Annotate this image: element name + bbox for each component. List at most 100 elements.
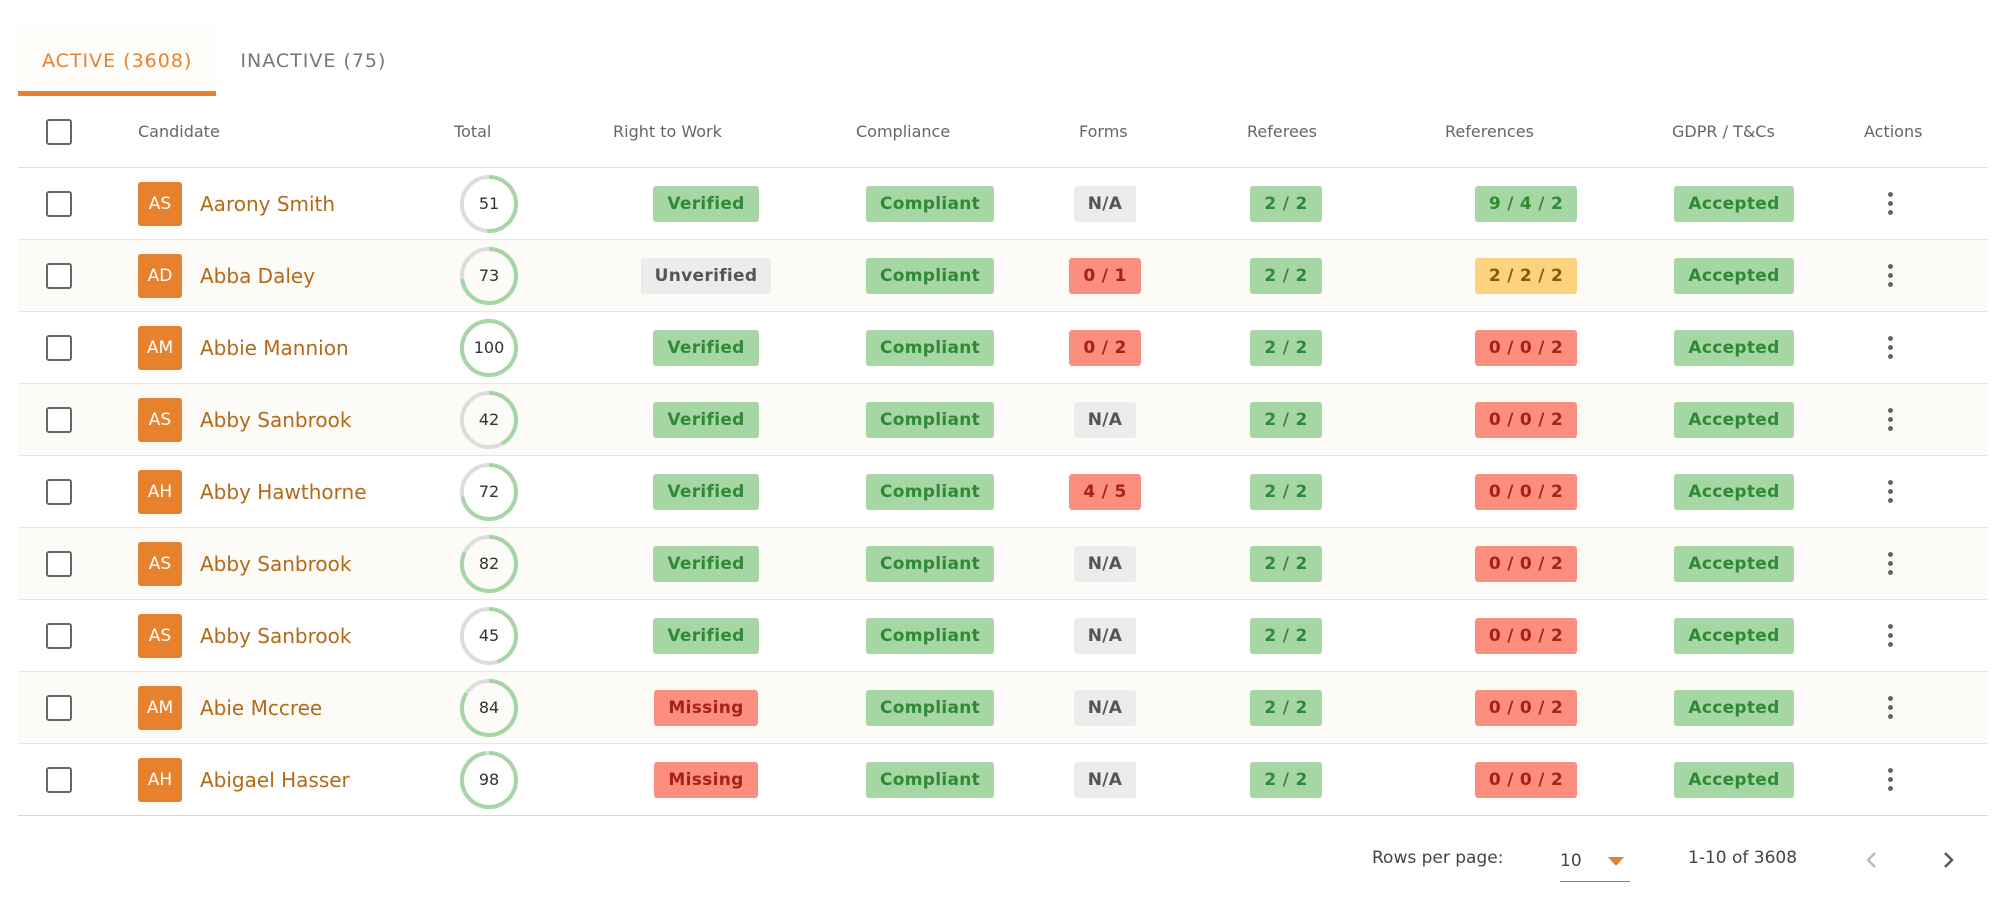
references-badge[interactable]: 9 / 4 / 2 [1474, 185, 1578, 222]
compliance-badge[interactable]: Compliant [865, 185, 995, 222]
forms-badge[interactable]: N/A [1073, 761, 1137, 798]
references-badge[interactable]: 0 / 0 / 2 [1474, 329, 1578, 366]
prev-page-button[interactable] [1854, 842, 1890, 878]
right-to-work-badge[interactable]: Verified [653, 185, 759, 222]
forms-badge[interactable]: N/A [1073, 185, 1137, 222]
row-checkbox[interactable] [46, 694, 72, 721]
forms-badge[interactable]: N/A [1073, 545, 1137, 582]
gdpr-badge[interactable]: Accepted [1674, 401, 1794, 438]
gdpr-badge[interactable]: Accepted [1674, 545, 1794, 582]
gdpr-badge[interactable]: Accepted [1674, 689, 1794, 726]
right-to-work-badge[interactable]: Unverified [640, 257, 772, 294]
row-checkbox[interactable] [46, 262, 72, 289]
referees-badge[interactable]: 2 / 2 [1250, 401, 1322, 438]
more-actions-icon[interactable] [1876, 474, 1904, 510]
candidate-name-link[interactable]: Abby Sanbrook [200, 407, 352, 432]
candidate-name-link[interactable]: Abigael Hasser [200, 767, 350, 792]
right-to-work-badge[interactable]: Verified [653, 617, 759, 654]
table-row[interactable]: AS Abby Sanbrook 45 Verified Compliant N… [18, 600, 1988, 672]
more-actions-icon[interactable] [1876, 330, 1904, 366]
forms-badge[interactable]: N/A [1073, 617, 1137, 654]
table-row[interactable]: AH Abigael Hasser 98 Missing Compliant N… [18, 744, 1988, 816]
header-forms[interactable]: Forms [1079, 122, 1128, 141]
more-actions-icon[interactable] [1876, 186, 1904, 222]
compliance-badge[interactable]: Compliant [865, 689, 995, 726]
candidate-name-link[interactable]: Abby Hawthorne [200, 479, 367, 504]
compliance-badge[interactable]: Compliant [865, 545, 995, 582]
tab-inactive[interactable]: INACTIVE (75) [240, 50, 387, 72]
row-checkbox[interactable] [46, 478, 72, 505]
references-badge[interactable]: 2 / 2 / 2 [1474, 257, 1578, 294]
referees-badge[interactable]: 2 / 2 [1250, 473, 1322, 510]
table-row[interactable]: AH Abby Hawthorne 72 Verified Compliant … [18, 456, 1988, 528]
candidate-name-link[interactable]: Abba Daley [200, 263, 316, 288]
referees-badge[interactable]: 2 / 2 [1250, 545, 1322, 582]
more-actions-icon[interactable] [1876, 762, 1904, 798]
compliance-badge[interactable]: Compliant [865, 401, 995, 438]
forms-badge[interactable]: 0 / 2 [1069, 329, 1141, 366]
gdpr-badge[interactable]: Accepted [1674, 185, 1794, 222]
compliance-badge[interactable]: Compliant [865, 617, 995, 654]
row-checkbox[interactable] [46, 766, 72, 793]
right-to-work-badge[interactable]: Verified [653, 545, 759, 582]
more-actions-icon[interactable] [1876, 258, 1904, 294]
gdpr-badge[interactable]: Accepted [1674, 761, 1794, 798]
table-row[interactable]: AS Abby Sanbrook 42 Verified Compliant N… [18, 384, 1988, 456]
right-to-work-badge[interactable]: Verified [653, 329, 759, 366]
row-checkbox[interactable] [46, 622, 72, 649]
row-checkbox[interactable] [46, 406, 72, 433]
referees-badge[interactable]: 2 / 2 [1250, 689, 1322, 726]
references-badge[interactable]: 0 / 0 / 2 [1474, 689, 1578, 726]
header-gdpr[interactable]: GDPR / T&Cs [1672, 122, 1775, 141]
forms-badge[interactable]: 4 / 5 [1069, 473, 1141, 510]
referees-badge[interactable]: 2 / 2 [1250, 761, 1322, 798]
forms-badge[interactable]: N/A [1073, 401, 1137, 438]
next-page-button[interactable] [1930, 842, 1966, 878]
forms-badge[interactable]: N/A [1073, 689, 1137, 726]
references-badge[interactable]: 0 / 0 / 2 [1474, 401, 1578, 438]
table-row[interactable]: AM Abie Mccree 84 Missing Compliant N/A … [18, 672, 1988, 744]
table-row[interactable]: AM Abbie Mannion 100 Verified Compliant … [18, 312, 1988, 384]
table-row[interactable]: AS Abby Sanbrook 82 Verified Compliant N… [18, 528, 1988, 600]
candidate-name-link[interactable]: Abie Mccree [200, 695, 323, 720]
more-actions-icon[interactable] [1876, 618, 1904, 654]
compliance-badge[interactable]: Compliant [865, 329, 995, 366]
table-row[interactable]: AS Aarony Smith 51 Verified Compliant N/… [18, 168, 1988, 240]
compliance-badge[interactable]: Compliant [865, 761, 995, 798]
right-to-work-badge[interactable]: Missing [654, 761, 758, 798]
more-actions-icon[interactable] [1876, 546, 1904, 582]
compliance-badge[interactable]: Compliant [865, 257, 995, 294]
right-to-work-badge[interactable]: Verified [653, 401, 759, 438]
referees-badge[interactable]: 2 / 2 [1250, 185, 1322, 222]
row-checkbox[interactable] [46, 190, 72, 217]
more-actions-icon[interactable] [1876, 690, 1904, 726]
gdpr-badge[interactable]: Accepted [1674, 617, 1794, 654]
references-badge[interactable]: 0 / 0 / 2 [1474, 761, 1578, 798]
referees-badge[interactable]: 2 / 2 [1250, 617, 1322, 654]
header-compliance[interactable]: Compliance [856, 122, 951, 141]
candidate-name-link[interactable]: Abby Sanbrook [200, 623, 352, 648]
right-to-work-badge[interactable]: Verified [653, 473, 759, 510]
more-actions-icon[interactable] [1876, 402, 1904, 438]
references-badge[interactable]: 0 / 0 / 2 [1474, 545, 1578, 582]
header-candidate[interactable]: Candidate [138, 122, 220, 141]
references-badge[interactable]: 0 / 0 / 2 [1474, 473, 1578, 510]
referees-badge[interactable]: 2 / 2 [1250, 329, 1322, 366]
tab-active[interactable]: ACTIVE (3608) [18, 26, 217, 96]
header-total[interactable]: Total [454, 122, 492, 141]
row-checkbox[interactable] [46, 550, 72, 577]
gdpr-badge[interactable]: Accepted [1674, 257, 1794, 294]
table-row[interactable]: AD Abba Daley 73 Unverified Compliant 0 … [18, 240, 1988, 312]
right-to-work-badge[interactable]: Missing [654, 689, 758, 726]
compliance-badge[interactable]: Compliant [865, 473, 995, 510]
references-badge[interactable]: 0 / 0 / 2 [1474, 617, 1578, 654]
header-right-to-work[interactable]: Right to Work [613, 122, 722, 141]
header-references[interactable]: References [1445, 122, 1534, 141]
referees-badge[interactable]: 2 / 2 [1250, 257, 1322, 294]
candidate-name-link[interactable]: Abby Sanbrook [200, 551, 352, 576]
header-referees[interactable]: Referees [1247, 122, 1317, 141]
rows-per-page-select[interactable]: 10 [1560, 840, 1630, 882]
candidate-name-link[interactable]: Aarony Smith [200, 191, 336, 216]
gdpr-badge[interactable]: Accepted [1674, 473, 1794, 510]
forms-badge[interactable]: 0 / 1 [1069, 257, 1141, 294]
